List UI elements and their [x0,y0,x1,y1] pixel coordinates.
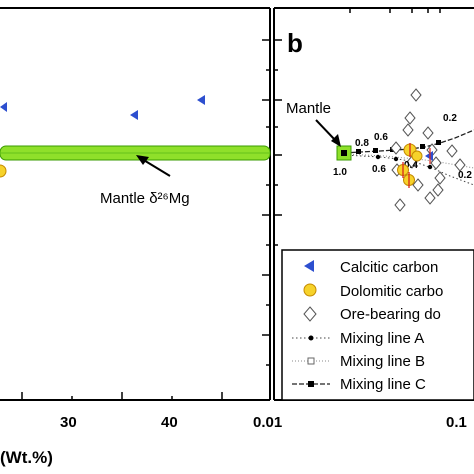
mixing-line-a-node-1 [375,154,381,160]
panel-b-calcitic-point-1 [425,151,433,161]
legend-dolomitic-icon [303,283,317,297]
ore-bearing-dolomite-point [412,178,424,192]
error-bars [402,143,411,188]
legend-ore-bearing-label: Ore-bearing do [340,306,441,323]
panel-a-x-tick-40: 40 [161,414,178,431]
mixing-label-0-6-low: 0.6 [372,164,386,175]
mixing-label-0-4: 0.4 [404,160,418,171]
mixing-line-c-node-4 [420,144,425,149]
mixing-line-c-node-5 [436,140,441,145]
mixing-line-b-path [343,153,474,169]
mantle-band-arrow [136,155,171,177]
panel-a-dolomitic-point-1 [0,164,7,178]
panel-a-calcitic-point-3 [197,95,205,105]
mixing-label-0-6-top: 0.6 [374,132,388,143]
ore-bearing-dolomite-point [402,123,414,137]
panel-a-ticks [21,39,271,400]
ore-bearing-dolomite-point [434,171,446,185]
ore-bearing-dolomite-point [432,183,444,197]
legend-mixing-a-icon [308,335,314,341]
legend-mixing-b-label: Mixing line B [340,353,425,370]
mantle-point-core [341,150,347,156]
mantle-label: Mantle [286,100,331,117]
panel-b-dolomitic-point-4 [411,150,423,162]
mixing-label-1-0: 1.0 [333,167,347,178]
ore-bearing-dolomite-point [446,144,458,158]
ore-bearing-dolomite-point [454,158,466,172]
ore-bearing-dolomite-point [390,141,402,155]
panel-a-x-label: (Wt.%) [0,448,53,467]
legend-mixing-c-icon [308,381,314,387]
mixing-line-a-path [343,154,474,186]
panel-b-label: b [287,28,303,58]
mixing-line-c-node-2 [373,148,378,153]
panel-b-x-tick-0-01: 0.01 [253,414,282,431]
legend-calcitic-label: Calcitic carbon [340,259,438,276]
legend-ore-bearing-icon [303,306,317,322]
ore-bearing-dolomite-point [422,126,434,140]
ore-bearing-dolomite-point [394,198,406,212]
ore-bearing-dolomite-point [424,191,436,205]
mixing-label-0-8: 0.8 [355,138,369,149]
ore-bearing-dolomite-point [404,111,416,125]
mixing-line-a-node-3 [427,164,433,170]
panel-b: b Mantle 1.0 0.8 0.6 0.6 0 [253,7,474,431]
mixing-line-a-node-2 [393,156,399,162]
legend-mixing-a-label: Mixing line A [340,330,424,347]
mixing-line-c-node-1 [356,149,361,154]
panel-a-calcitic-point-1 [0,102,7,112]
ore-bearing-points [390,88,466,212]
ore-bearing-dolomite-point [410,88,422,102]
legend-frame [281,249,474,401]
legend-mixing-c-label: Mixing line C [340,376,426,393]
mantle-band-label: Mantle δ²⁶Mg [100,190,190,207]
panel-a-x-tick-30: 30 [60,414,77,431]
legend-mixing-b-icon [307,357,315,365]
mixing-label-0-2-low: 0.2 [458,170,472,181]
legend-calcitic-icon [304,260,314,272]
panel-a-calcitic-point-2 [130,110,138,120]
panel-a: Mantle δ²⁶Mg 30 40 (Wt.%) [0,7,271,467]
mantle-arrow [315,119,341,147]
legend-dolomitic-label: Dolomitic carbo [340,283,443,300]
panel-b-x-tick-0-1: 0.1 [446,414,467,431]
legend: Calcitic carbon Dolomitic carbo Ore-bear… [281,249,474,401]
mixing-label-0-2-top: 0.2 [443,113,457,124]
ore-bearing-dolomite-point [430,156,442,170]
